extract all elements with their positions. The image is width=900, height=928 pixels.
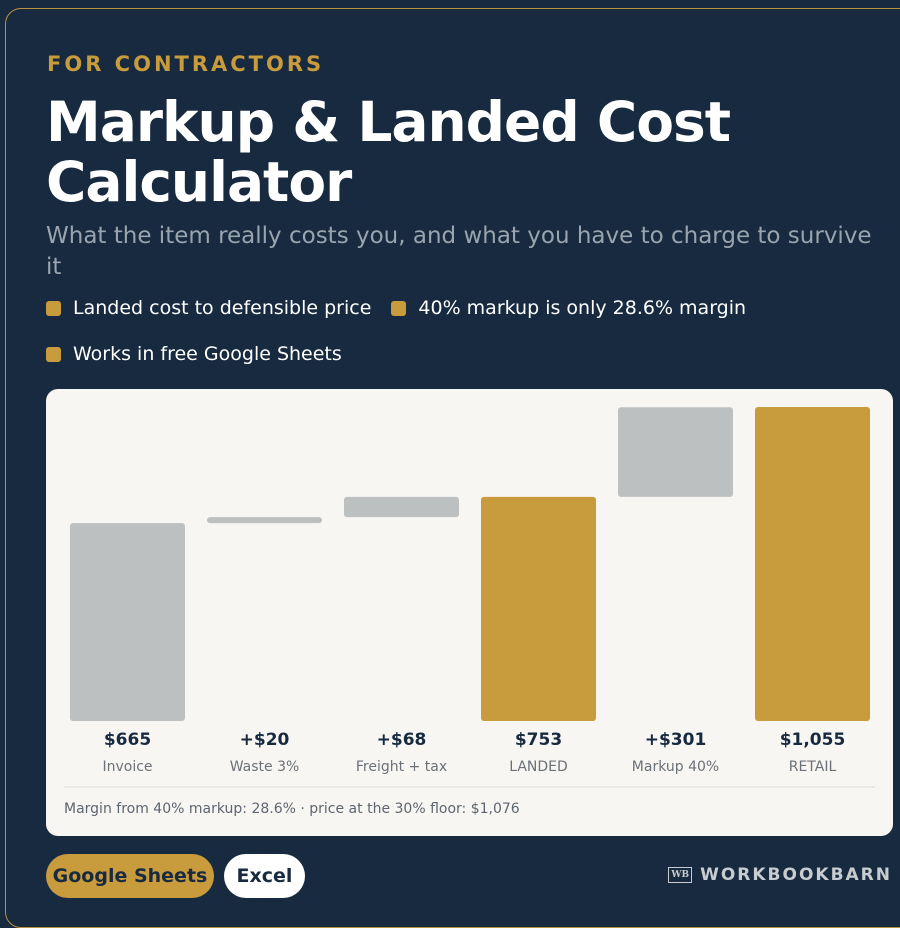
page: FOR CONTRACTORS Markup & Landed Cost Cal… bbox=[5, 8, 900, 928]
category-label: LANDED bbox=[509, 759, 568, 775]
category-label: Markup 40% bbox=[632, 759, 719, 775]
category-label: Freight + tax bbox=[356, 759, 447, 775]
bullet-text: Landed cost to defensible price bbox=[73, 297, 372, 319]
bullet-icon bbox=[46, 346, 61, 362]
value-label: $665 bbox=[104, 730, 151, 750]
eyebrow: FOR CONTRACTORS bbox=[47, 52, 325, 76]
bullet: Works in free Google Sheets bbox=[46, 342, 342, 366]
category-label: Invoice bbox=[102, 759, 152, 775]
bar bbox=[344, 496, 459, 518]
value-label: $753 bbox=[515, 730, 562, 750]
bullets: Landed cost to defensible price 40% mark… bbox=[46, 296, 766, 366]
bar bbox=[755, 407, 870, 721]
brand: WB WORKBOOKBARN bbox=[668, 865, 892, 885]
bullet: 40% markup is only 28.6% margin bbox=[391, 296, 746, 320]
chart-card: Margin from 40% markup: 28.6% · price at… bbox=[46, 389, 893, 836]
bullet-text: 40% markup is only 28.6% margin bbox=[418, 297, 747, 319]
footnote: Margin from 40% markup: 28.6% · price at… bbox=[64, 801, 520, 817]
value-label: $1,055 bbox=[780, 730, 846, 750]
category-label: Waste 3% bbox=[230, 759, 300, 775]
title: Markup & Landed Cost Calculator bbox=[46, 90, 731, 214]
button[interactable]: Excel bbox=[224, 854, 305, 898]
value-label: +$20 bbox=[240, 730, 290, 750]
bullet-icon bbox=[391, 300, 407, 316]
subtitle: What the item really costs you, and what… bbox=[46, 223, 872, 280]
value-label: +$301 bbox=[645, 730, 707, 750]
button[interactable]: Google Sheets bbox=[46, 854, 214, 898]
bullet-text: Works in free Google Sheets bbox=[73, 343, 342, 365]
category-label: RETAIL bbox=[789, 759, 837, 775]
bar bbox=[70, 523, 185, 721]
bar bbox=[207, 517, 322, 524]
bullet-icon bbox=[46, 300, 61, 316]
chart: Margin from 40% markup: 28.6% · price at… bbox=[64, 407, 875, 817]
brand-name: WORKBOOKBARN bbox=[700, 865, 892, 885]
brand-logo: WB bbox=[668, 867, 693, 883]
bar bbox=[618, 407, 733, 497]
bullet: Landed cost to defensible price bbox=[46, 296, 371, 320]
value-label: +$68 bbox=[377, 730, 427, 750]
bar bbox=[481, 496, 596, 721]
